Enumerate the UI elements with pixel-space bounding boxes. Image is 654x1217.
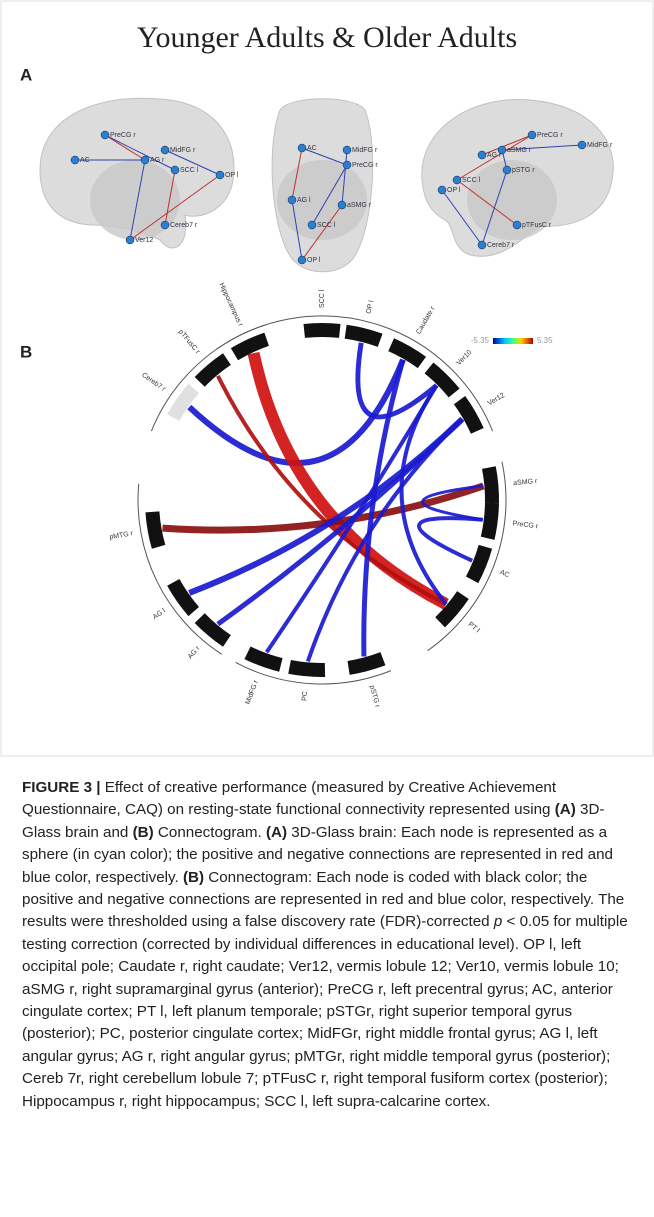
caption: FIGURE 3 | Effect of creative performanc…	[22, 777, 638, 1113]
node-label: MidFG r	[587, 142, 613, 149]
colorbar-max: 5.35	[537, 336, 553, 345]
brain-node	[478, 151, 486, 159]
brain-node	[453, 176, 461, 184]
brain-node	[298, 144, 306, 152]
node-label: OP l	[307, 257, 321, 264]
brain-node	[438, 186, 446, 194]
brain-node	[126, 236, 134, 244]
node-label: OP l	[447, 187, 461, 194]
node-label: AC	[80, 157, 90, 164]
caption-ref: (B)	[133, 824, 154, 841]
brain-node	[308, 221, 316, 229]
brain-node	[343, 161, 351, 169]
brain-node	[578, 141, 586, 149]
node-label: PC	[301, 691, 309, 701]
node-label: pTFusC r	[522, 222, 552, 229]
caption-text: < 0.05 for multiple testing correction (…	[22, 913, 628, 1109]
node-label: aSMG r	[347, 202, 372, 209]
brain-node	[478, 241, 486, 249]
node-label: SCC l	[319, 289, 326, 308]
node-label: MidFG r	[352, 147, 378, 154]
node-label: AC	[307, 145, 317, 152]
node-label: Ver12	[135, 237, 153, 244]
brain-node	[343, 146, 351, 154]
brain-node	[503, 166, 511, 174]
brain-node	[338, 201, 346, 209]
brain-node	[513, 221, 521, 229]
brain-node	[71, 156, 79, 164]
caption-ref: (B)	[183, 869, 204, 886]
node-label: Cereb7 r	[487, 242, 515, 249]
colorbar-min: -5.35	[471, 336, 490, 345]
node-label: SCC l	[462, 177, 481, 184]
node-label: aSMG r	[507, 147, 532, 154]
brain-node	[216, 171, 224, 179]
brain-node	[528, 131, 536, 139]
node-label: PreCG r	[537, 132, 563, 139]
panel-label: B	[20, 342, 32, 361]
node-label: AG l	[297, 197, 311, 204]
node-label: PreCG r	[110, 132, 136, 139]
brain-node	[101, 131, 109, 139]
figure: Younger Adults & Older Adults A B -5.35 …	[0, 0, 654, 760]
node-segment	[489, 468, 492, 503]
node-segment	[346, 332, 380, 341]
caption-text: Connectogram.	[154, 824, 266, 841]
figure-title: Younger Adults & Older Adults	[137, 21, 517, 54]
colorbar	[493, 338, 533, 344]
brain-node	[161, 221, 169, 229]
caption-ref: (A)	[555, 801, 576, 818]
node-segment	[488, 503, 492, 538]
brain-node	[141, 156, 149, 164]
node-segment	[290, 667, 325, 670]
node-label: AG r	[487, 152, 502, 159]
node-label: SCC l	[317, 222, 336, 229]
node-label: pSTG r	[512, 167, 535, 174]
node-label: OP l	[225, 172, 239, 179]
node-segment	[152, 512, 158, 547]
brain-node	[288, 196, 296, 204]
caption-text: Effect of creative performance (measured…	[22, 779, 556, 818]
node-label: SCC l	[180, 167, 199, 174]
node-label: Cereb7 r	[170, 222, 198, 229]
caption-label: FIGURE 3 |	[22, 779, 101, 796]
brain-node	[171, 166, 179, 174]
node-label: AG r	[150, 157, 165, 164]
brain-node	[161, 146, 169, 154]
node-segment	[304, 330, 340, 331]
brain-node	[298, 256, 306, 264]
caption-ref: (A)	[266, 824, 287, 841]
node-label: MidFG r	[170, 147, 196, 154]
node-label: PreCG r	[352, 162, 378, 169]
panel-label: A	[20, 65, 32, 84]
node-segment	[349, 659, 383, 668]
page: {"figure": { "title": "Younger Adults & …	[0, 0, 654, 1217]
